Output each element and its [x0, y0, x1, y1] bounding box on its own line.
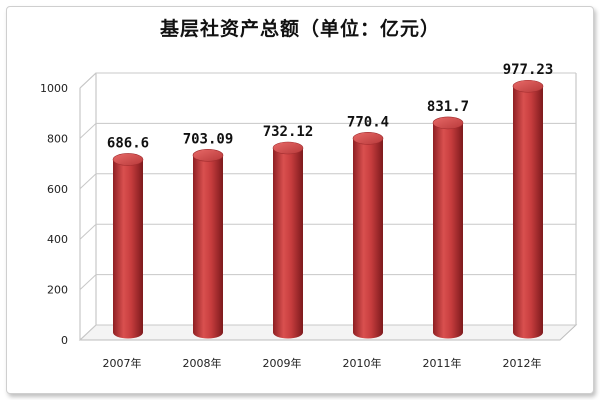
x-tick-label: 2007年	[103, 356, 142, 370]
gridline	[79, 173, 576, 190]
y-tick-label: 1000	[40, 82, 68, 95]
y-tick-label: 800	[47, 132, 68, 145]
bar	[112, 153, 144, 339]
x-axis: 2007年 2008年 2009年 2010年 2011年 2012年	[103, 356, 542, 370]
bars-layer	[112, 79, 544, 339]
chart-title: 基层社资产总额（单位：亿元）	[159, 18, 440, 40]
bar	[512, 79, 544, 339]
x-tick-label: 2011年	[423, 356, 462, 370]
bar	[272, 141, 304, 339]
bar	[192, 149, 224, 339]
x-tick-label: 2012年	[503, 356, 542, 370]
data-label: 732.12	[263, 124, 314, 140]
data-label: 686.6	[107, 135, 149, 151]
data-label: 977.23	[503, 62, 554, 78]
gridline	[79, 122, 576, 139]
y-tick-label: 0	[61, 334, 68, 347]
data-labels-layer: 686.6 703.09 732.12 770.4 831.7 977.23	[107, 62, 553, 151]
y-tick-label: 400	[47, 233, 68, 246]
data-label: 703.09	[183, 131, 234, 147]
gridline	[79, 72, 576, 89]
grid-layer	[78, 72, 578, 341]
x-tick-label: 2009年	[263, 356, 302, 370]
gridline	[79, 274, 576, 290]
x-tick-label: 2008年	[183, 356, 222, 370]
data-label: 770.4	[347, 114, 389, 130]
bar	[352, 132, 384, 339]
x-tick-label: 2010年	[343, 356, 382, 370]
gridline	[79, 223, 576, 240]
gridline	[79, 324, 576, 341]
y-tick-label: 200	[47, 284, 68, 297]
y-axis: 0 200 400 600 800 1000	[40, 82, 68, 347]
data-label: 831.7	[427, 99, 469, 115]
y-tick-label: 600	[47, 183, 68, 196]
bar	[432, 116, 464, 339]
